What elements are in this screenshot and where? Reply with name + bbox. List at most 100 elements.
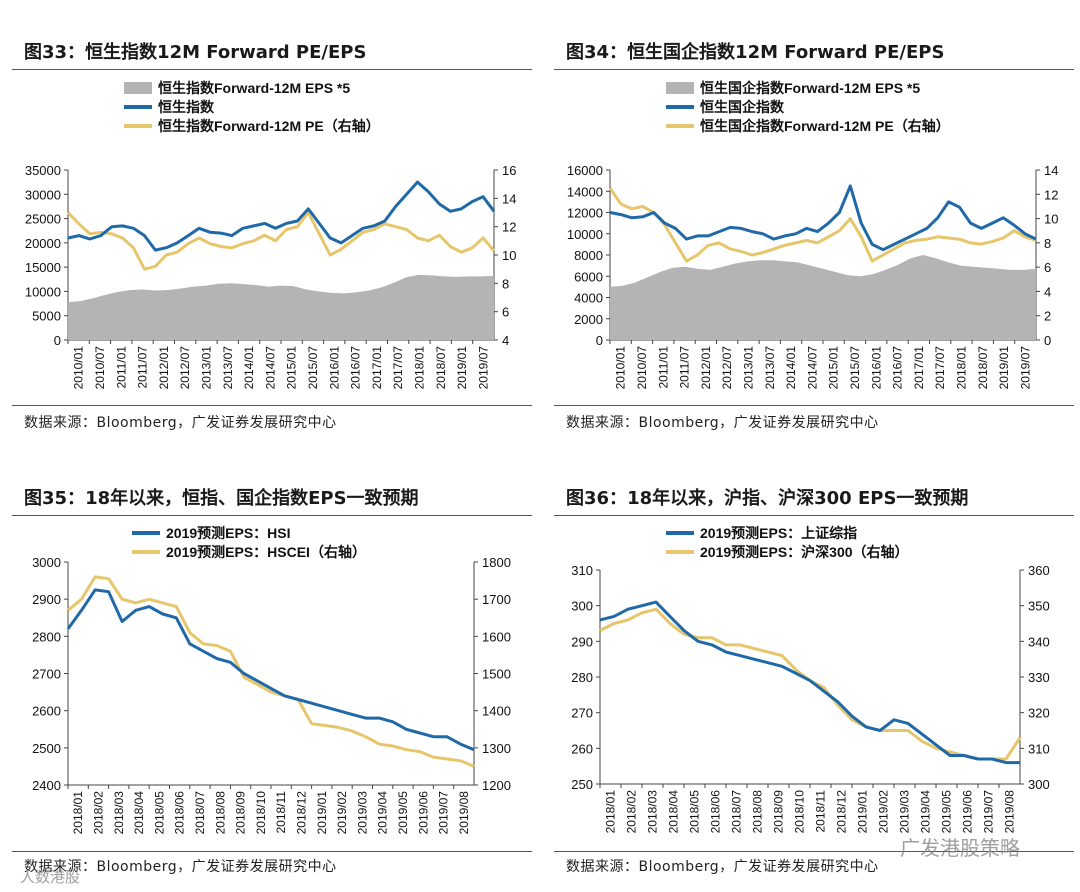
legend-swatch-area bbox=[666, 82, 694, 94]
series-hs300-line bbox=[599, 607, 1022, 761]
y-tick-label-right: 4 bbox=[502, 333, 509, 348]
x-tick-label: 2019/07 bbox=[1018, 346, 1032, 390]
x-tick-label: 2019/03 bbox=[355, 791, 369, 835]
x-tick-label: 2018/10 bbox=[793, 790, 807, 834]
legend-swatch-area bbox=[124, 82, 152, 94]
figure-title-text: 18年以来，恒指、国企指数EPS一致预期 bbox=[85, 488, 419, 509]
x-tick-label: 2014/07 bbox=[805, 346, 819, 390]
watermark-right: 广发港股策略 bbox=[900, 836, 1020, 860]
x-tick-label: 2018/12 bbox=[294, 791, 308, 835]
y-tick-label-left: 250 bbox=[571, 777, 593, 792]
x-tick-label: 2010/01 bbox=[614, 346, 628, 390]
x-tick-label: 2018/01 bbox=[954, 346, 968, 390]
y-tick-label-left: 280 bbox=[571, 670, 593, 685]
figure-title: 图36：18年以来，沪指、沪深300 EPS一致预期 bbox=[554, 486, 1074, 512]
y-tick-label-right: 1300 bbox=[482, 741, 511, 756]
x-tick-label: 2019/01 bbox=[997, 346, 1011, 390]
legend-label: 恒生国企指数Forward-12M PE（右轴） bbox=[700, 118, 950, 134]
y-tick-label-left: 2600 bbox=[32, 704, 61, 719]
x-tick-label: 2019/05 bbox=[940, 790, 954, 834]
y-tick-label-left: 0 bbox=[596, 333, 603, 348]
y-tick-label-left: 3000 bbox=[32, 555, 61, 570]
figure-number: 图34： bbox=[566, 42, 628, 63]
x-tick-label: 2019/01 bbox=[455, 346, 469, 390]
x-tick-label: 2018/06 bbox=[173, 791, 187, 835]
x-tick-label: 2018/07 bbox=[730, 790, 744, 834]
y-tick-label-left: 12000 bbox=[567, 206, 603, 221]
y-tick-label-left: 2000 bbox=[574, 312, 603, 327]
x-tick-label: 2013/07 bbox=[763, 346, 777, 390]
figure-number: 图35： bbox=[24, 488, 86, 509]
source-rule bbox=[12, 405, 532, 406]
y-tick-label-left: 16000 bbox=[567, 163, 603, 178]
x-tick-label: 2011/07 bbox=[678, 346, 692, 389]
x-tick-label: 2018/04 bbox=[132, 791, 146, 835]
x-tick-label: 2019/04 bbox=[376, 791, 390, 835]
x-tick-label: 2015/01 bbox=[285, 346, 299, 390]
x-tick-label: 2016/01 bbox=[327, 346, 341, 390]
figure-title: 图35：18年以来，恒指、国企指数EPS一致预期 bbox=[12, 486, 532, 512]
y-tick-label-left: 15000 bbox=[25, 260, 61, 275]
figure-33: 图33：恒生指数12M Forward PE/EPS 恒生指数Forward-1… bbox=[12, 40, 532, 431]
y-tick-label-left: 2400 bbox=[32, 778, 61, 793]
x-tick-label: 2012/01 bbox=[699, 346, 713, 390]
x-tick-label: 2018/02 bbox=[625, 790, 639, 834]
x-tick-label: 2010/07 bbox=[93, 346, 107, 390]
x-tick-label: 2013/01 bbox=[741, 346, 755, 390]
series-pe-line bbox=[66, 211, 496, 271]
y-tick-label-left: 310 bbox=[571, 563, 593, 578]
y-tick-label-right: 300 bbox=[1028, 777, 1050, 792]
y-tick-label-right: 330 bbox=[1028, 670, 1050, 685]
x-tick-label: 2019/05 bbox=[396, 791, 410, 835]
source-rule bbox=[554, 851, 1074, 852]
x-tick-label: 2017/01 bbox=[370, 346, 384, 390]
y-tick-label-right: 4 bbox=[1044, 284, 1051, 299]
y-tick-label-right: 320 bbox=[1028, 706, 1050, 721]
title-rule bbox=[554, 515, 1074, 516]
source-note: 数据来源：Bloomberg，广发证券发展研究中心 bbox=[24, 859, 337, 875]
x-tick-label: 2014/01 bbox=[242, 346, 256, 390]
x-tick-label: 2011/07 bbox=[136, 346, 150, 389]
series-hsi-line bbox=[66, 588, 475, 752]
y-tick-label-right: 8 bbox=[502, 276, 509, 291]
chart-35: 2019预测EPS：HSI 2019预测EPS：HSCEI（右轴） 2400 2500… bbox=[32, 525, 511, 835]
x-tick-label: 2018/12 bbox=[835, 790, 849, 834]
series-hscei-line bbox=[67, 575, 475, 768]
y-tick-label-right: 1400 bbox=[482, 704, 511, 719]
x-tick-label: 2018/10 bbox=[254, 791, 268, 835]
figure-title-text: 18年以来，沪指、沪深300 EPS一致预期 bbox=[627, 488, 969, 509]
x-tick-label: 2019/08 bbox=[457, 791, 471, 835]
x-tick-label: 2018/04 bbox=[667, 790, 681, 834]
x-tick-label: 2018/05 bbox=[688, 790, 702, 834]
x-tick-label: 2018/07 bbox=[976, 346, 990, 390]
x-tick-label: 2018/01 bbox=[71, 791, 85, 835]
series-index-line bbox=[609, 184, 1037, 252]
source-rule bbox=[12, 851, 532, 852]
x-tick-label: 2012/07 bbox=[720, 346, 734, 390]
figure-title: 图33：恒生指数12M Forward PE/EPS bbox=[12, 40, 532, 66]
figure-36: 图36：18年以来，沪指、沪深300 EPS一致预期 2019预测EPS：上证综… bbox=[554, 486, 1074, 875]
legend-label: 2019预测EPS：HSI bbox=[166, 525, 291, 541]
legend-label: 恒生指数 bbox=[158, 99, 215, 115]
x-tick-label: 2019/07 bbox=[982, 790, 996, 834]
y-tick-label-left: 0 bbox=[54, 333, 61, 348]
source-note: 数据来源：Bloomberg，广发证券发展研究中心 bbox=[566, 415, 879, 431]
x-tick-label: 2017/01 bbox=[912, 346, 926, 390]
figure-title-text: 恒生国企指数12M Forward PE/EPS bbox=[627, 42, 945, 63]
x-tick-label: 2018/03 bbox=[112, 791, 126, 835]
x-tick-label: 2018/09 bbox=[234, 791, 248, 835]
x-tick-label: 2019/08 bbox=[1003, 790, 1017, 834]
x-tick-label: 2013/01 bbox=[199, 346, 213, 390]
figure-35: 图35：18年以来，恒指、国企指数EPS一致预期 2019预测EPS：HSI 20… bbox=[12, 486, 532, 875]
legend-label: 恒生指数Forward-12M PE（右轴） bbox=[158, 118, 380, 134]
y-tick-label-right: 1500 bbox=[482, 667, 511, 682]
y-tick-label-right: 1600 bbox=[482, 629, 511, 644]
x-tick-label: 2018/01 bbox=[412, 346, 426, 390]
y-tick-label-left: 2500 bbox=[32, 741, 61, 756]
x-tick-label: 2019/01 bbox=[315, 791, 329, 835]
y-tick-label-right: 310 bbox=[1028, 741, 1050, 756]
y-tick-label-right: 360 bbox=[1028, 563, 1050, 578]
y-tick-label-right: 10 bbox=[502, 248, 516, 263]
chart-33: 恒生指数Forward-12M EPS *5 恒生指数恒生指数Forward-12… bbox=[25, 80, 517, 390]
source-note: 数据来源：Bloomberg，广发证券发展研究中心 bbox=[566, 859, 879, 875]
